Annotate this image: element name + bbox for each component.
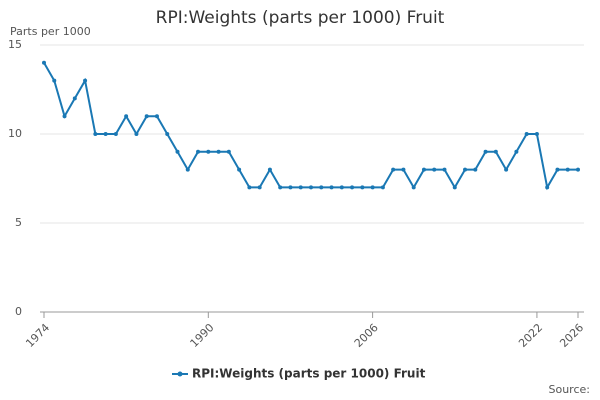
- point: [124, 114, 129, 119]
- point: [42, 60, 46, 65]
- point: [278, 185, 283, 190]
- y-tick-label: 5: [15, 216, 22, 229]
- point: [565, 167, 570, 172]
- y-tick-label: 0: [15, 305, 22, 318]
- point: [319, 185, 324, 190]
- source: Source:: [549, 383, 591, 396]
- point: [391, 167, 396, 172]
- point: [473, 167, 478, 172]
- point: [288, 185, 293, 190]
- point: [206, 149, 211, 154]
- point: [483, 149, 488, 154]
- point: [113, 132, 118, 136]
- x-tick-label: 2022: [516, 321, 545, 350]
- point: [134, 132, 139, 136]
- point: [83, 78, 88, 83]
- point: [62, 114, 67, 119]
- point: [534, 132, 539, 136]
- point: [226, 149, 231, 154]
- point: [432, 167, 437, 172]
- legend-marker: [177, 371, 183, 377]
- point: [380, 185, 385, 190]
- point: [298, 185, 303, 190]
- chart-title: RPI:Weights (parts per 1000) Fruit: [156, 8, 445, 28]
- point: [52, 78, 57, 83]
- point: [165, 132, 170, 136]
- point: [524, 132, 529, 136]
- point: [154, 114, 159, 119]
- point: [216, 149, 221, 154]
- point: [576, 167, 580, 172]
- point: [555, 167, 560, 172]
- point: [350, 185, 355, 190]
- point: [514, 149, 519, 154]
- point: [247, 185, 252, 190]
- point: [339, 185, 344, 190]
- point: [411, 185, 416, 190]
- point: [504, 167, 509, 172]
- point: [237, 167, 242, 172]
- point: [72, 96, 77, 101]
- point: [370, 185, 375, 190]
- point: [103, 132, 108, 136]
- x-tick-label: 1974: [23, 321, 52, 350]
- y-tick-label: 10: [8, 127, 22, 140]
- line: [43, 62, 578, 191]
- y-tick-label: 15: [8, 38, 22, 51]
- point: [196, 149, 201, 154]
- point: [463, 167, 468, 172]
- x-tick-label: 2006: [352, 321, 381, 350]
- point: [175, 149, 180, 154]
- x-tick-label: 1990: [188, 321, 217, 350]
- point: [545, 185, 550, 190]
- point: [267, 167, 272, 172]
- legend-label: RPI:Weights (parts per 1000) Fruit: [192, 367, 426, 381]
- point: [401, 167, 406, 172]
- point: [442, 167, 447, 172]
- point: [452, 185, 457, 190]
- point: [144, 114, 149, 119]
- point: [257, 185, 262, 190]
- point: [493, 149, 498, 154]
- x-tick-label: 2026: [557, 321, 586, 350]
- point: [185, 167, 190, 172]
- point: [329, 185, 334, 190]
- point: [360, 185, 365, 190]
- point: [309, 185, 313, 190]
- point: [93, 132, 98, 136]
- point: [421, 167, 426, 172]
- y-axis-label: Parts per 1000: [10, 25, 91, 38]
